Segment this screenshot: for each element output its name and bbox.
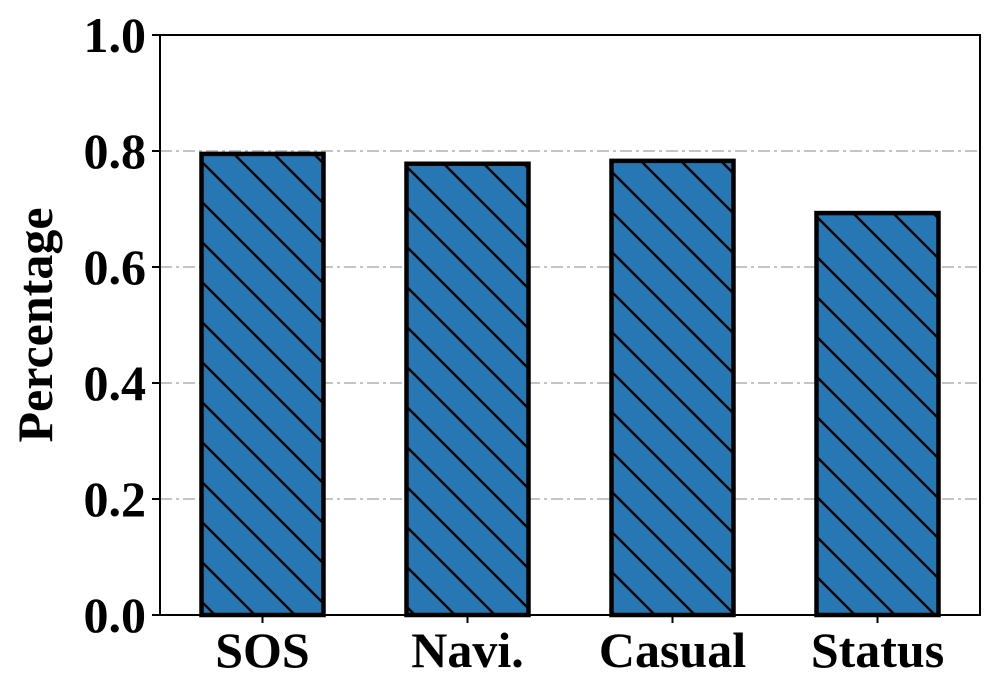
bar-sos — [199, 151, 326, 618]
bar-navi — [404, 161, 531, 618]
x-tick-label: Casual — [599, 622, 746, 678]
y-tick-label: 0.6 — [84, 239, 147, 295]
x-axis-ticks: SOS Navi. Casual Status — [215, 615, 944, 678]
y-tick-label: 0.8 — [84, 123, 147, 179]
y-tick-label: 1.0 — [84, 7, 147, 63]
y-axis-label: Percentage — [7, 207, 63, 442]
y-tick-label: 0.0 — [84, 587, 147, 643]
bar-casual — [609, 158, 736, 618]
bars — [199, 151, 941, 618]
x-tick-label: Status — [811, 622, 944, 678]
y-tick-label: 0.4 — [84, 355, 147, 411]
x-tick-label: Navi. — [411, 622, 524, 678]
plot-frame — [159, 34, 981, 616]
y-axis-ticks: 0.0 0.2 0.4 0.6 0.8 1.0 — [84, 7, 160, 643]
x-tick-label: SOS — [215, 622, 310, 678]
bar-status — [814, 210, 941, 618]
y-tick-label: 0.2 — [84, 471, 147, 527]
